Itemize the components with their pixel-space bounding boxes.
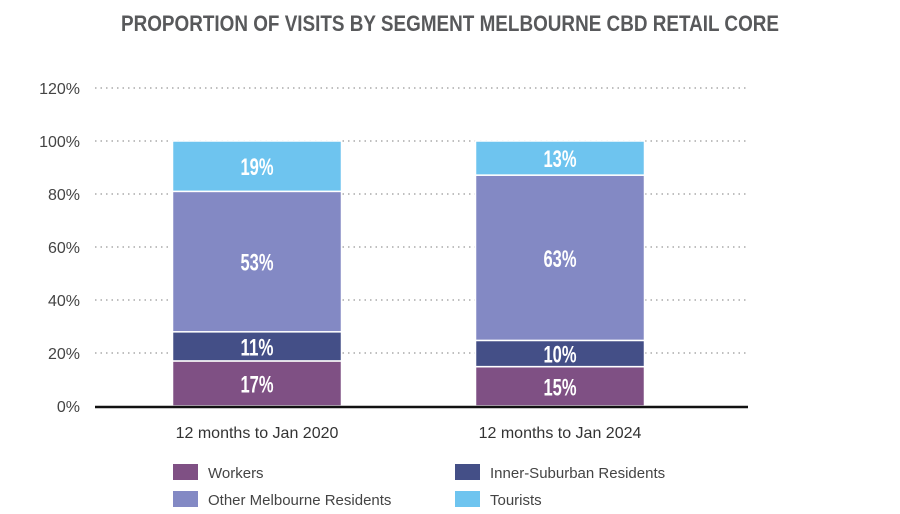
legend-swatch — [455, 491, 480, 507]
bar-segment-tourists — [171, 140, 343, 193]
legend-label: Other Melbourne Residents — [208, 492, 391, 509]
bar-segment-tourists — [474, 140, 646, 176]
legend-label: Tourists — [490, 492, 542, 509]
y-tick-label: 20% — [48, 346, 80, 363]
legend-item: Tourists — [455, 491, 542, 509]
legend-swatch — [173, 491, 198, 507]
y-tick-label: 40% — [48, 293, 80, 310]
y-axis-ticks: 0% 20% 40% 60% 80% 100% 120% — [39, 81, 80, 416]
y-tick-label: 0% — [57, 399, 80, 416]
y-tick-label: 120% — [39, 81, 80, 98]
legend-swatch — [173, 464, 198, 480]
data-label: 63% — [544, 246, 577, 273]
bar-segment-other-melbourne-residents — [474, 174, 646, 342]
data-label: 53% — [241, 250, 274, 277]
x-category-label: 12 months to Jan 2020 — [176, 425, 339, 442]
legend-item: Other Melbourne Residents — [173, 491, 391, 509]
y-tick-label: 100% — [39, 134, 80, 151]
data-label: 17% — [241, 371, 274, 398]
data-label: 19% — [241, 154, 274, 181]
x-axis-categories: 12 months to Jan 2020 12 months to Jan 20… — [176, 425, 642, 442]
legend-item: Inner-Suburban Residents — [455, 464, 665, 482]
chart-title: PROPORTION OF VISITS BY SEGMENT MELBOURN… — [121, 11, 779, 36]
x-category-label: 12 months to Jan 2024 — [479, 425, 642, 442]
legend-item: Workers — [173, 464, 264, 482]
data-label: 10% — [544, 342, 577, 369]
bar-segment-workers — [171, 360, 343, 407]
bars: 17% 11% 53% 19% 15% 10% 63% 13% — [171, 140, 646, 407]
y-tick-label: 60% — [48, 240, 80, 257]
data-label: 11% — [241, 334, 274, 361]
bar-segment-inner-suburban-residents — [474, 339, 646, 368]
legend: Workers Inner-Suburban Residents Other Mel… — [173, 464, 665, 509]
legend-label: Inner-Suburban Residents — [490, 465, 665, 482]
data-label: 13% — [544, 146, 577, 173]
bar-segment-inner-suburban-residents — [171, 331, 343, 362]
data-label: 15% — [544, 374, 577, 401]
legend-label: Workers — [208, 465, 264, 482]
legend-swatch — [455, 464, 480, 480]
y-tick-label: 80% — [48, 187, 80, 204]
